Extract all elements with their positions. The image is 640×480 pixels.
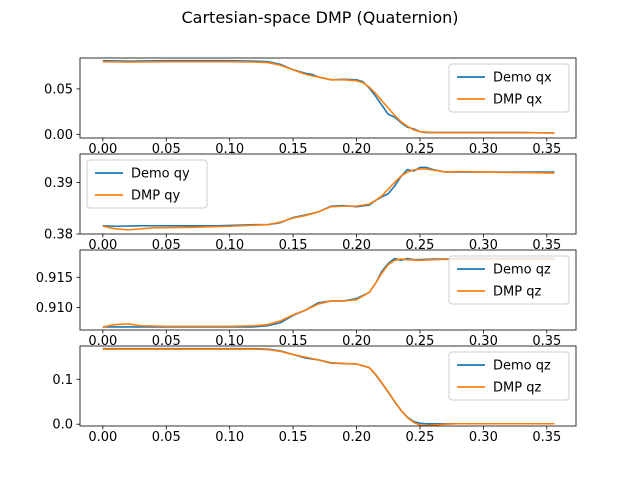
y-tick-label: 0.915 [36, 271, 73, 286]
axes-frame [79, 249, 577, 331]
x-tick-label: 0.20 [342, 334, 371, 349]
x-tick-label: 0.30 [469, 430, 498, 445]
y-tick-label: 0.39 [44, 176, 73, 191]
y-tick-label: 0.38 [44, 228, 73, 243]
legend-label: DMP qz [493, 381, 541, 396]
x-tick-label: 0.35 [532, 238, 561, 253]
legend-label: DMP qx [493, 93, 542, 108]
x-tick-label: 0.15 [279, 238, 308, 253]
x-tick-label: 0.05 [152, 142, 181, 157]
x-tick-label: 0.25 [405, 334, 434, 349]
y-tick-label: 0.00 [44, 128, 73, 143]
y-tick-label: 0.910 [36, 301, 73, 316]
legend-label: DMP qy [131, 189, 180, 204]
subplot-4: 0.00 0.05 0.10 0.15 0.20 0.25 0.30 0.35 0.0 0.1 De… [52, 345, 577, 445]
x-tick-label: 0.10 [215, 334, 244, 349]
x-tick-label: 0.30 [469, 238, 498, 253]
x-tick-label: 0.00 [88, 142, 117, 157]
x-tick-label: 0.20 [342, 430, 371, 445]
subplots: 0.00 0.05 0.10 0.15 0.20 0.25 0.30 0.35 0.00 0.05… [36, 57, 577, 445]
y-tick-label: 0.05 [44, 82, 73, 97]
x-tick-label: 0.30 [469, 334, 498, 349]
x-tick-label: 0.10 [215, 430, 244, 445]
legend-label: Demo qx [493, 71, 552, 86]
x-tick-label: 0.05 [152, 430, 181, 445]
figure-title: Cartesian-space DMP (Quaternion) [181, 8, 458, 27]
x-tick-label: 0.20 [342, 142, 371, 157]
subplot-3: 0.00 0.05 0.10 0.15 0.20 0.25 0.30 0.35 0.910 0.9… [36, 249, 577, 349]
legend-box [448, 255, 570, 305]
legend-label: DMP qz [493, 285, 541, 300]
x-tick-label: 0.15 [279, 334, 308, 349]
x-tick-label: 0.00 [88, 334, 117, 349]
x-tick-label: 0.35 [532, 430, 561, 445]
x-tick-label: 0.35 [532, 142, 561, 157]
x-tick-label: 0.25 [405, 142, 434, 157]
x-tick-label: 0.25 [405, 238, 434, 253]
legend: Demo qz DMP qz [448, 255, 570, 305]
legend: Demo qz DMP qz [448, 351, 570, 401]
series-line-dmp [102, 258, 555, 328]
x-tick-label: 0.10 [215, 238, 244, 253]
x-tick-label: 0.35 [532, 334, 561, 349]
subplot-1: 0.00 0.05 0.10 0.15 0.20 0.25 0.30 0.35 0.00 0.05… [44, 57, 577, 157]
x-tick-label: 0.25 [405, 430, 434, 445]
x-tick-label: 0.15 [279, 430, 308, 445]
legend: Demo qy DMP qy [86, 159, 208, 209]
legend-label: Demo qz [493, 263, 551, 278]
x-tick-label: 0.10 [215, 142, 244, 157]
x-tick-label: 0.00 [88, 430, 117, 445]
legend-label: Demo qz [493, 359, 551, 374]
axes-frame [79, 153, 577, 235]
legend-label: Demo qy [131, 167, 190, 182]
x-tick-label: 0.00 [88, 238, 117, 253]
y-tick-label: 0.1 [52, 373, 73, 388]
legend-box [86, 159, 208, 209]
series-line-dmp [102, 168, 555, 231]
x-tick-label: 0.30 [469, 142, 498, 157]
legend-box [448, 63, 570, 113]
legend-box [448, 351, 570, 401]
series-line-dmp [102, 348, 555, 426]
x-tick-label: 0.05 [152, 238, 181, 253]
legend: Demo qx DMP qx [448, 63, 570, 113]
x-tick-label: 0.05 [152, 334, 181, 349]
axes-frame [79, 57, 577, 139]
subplot-2: 0.00 0.05 0.10 0.15 0.20 0.25 0.30 0.35 0.38 0.39… [44, 153, 577, 253]
series-line-dmp [102, 60, 555, 134]
axes-frame [79, 345, 577, 427]
y-tick-label: 0.0 [52, 418, 73, 433]
x-tick-label: 0.20 [342, 238, 371, 253]
x-tick-label: 0.15 [279, 142, 308, 157]
